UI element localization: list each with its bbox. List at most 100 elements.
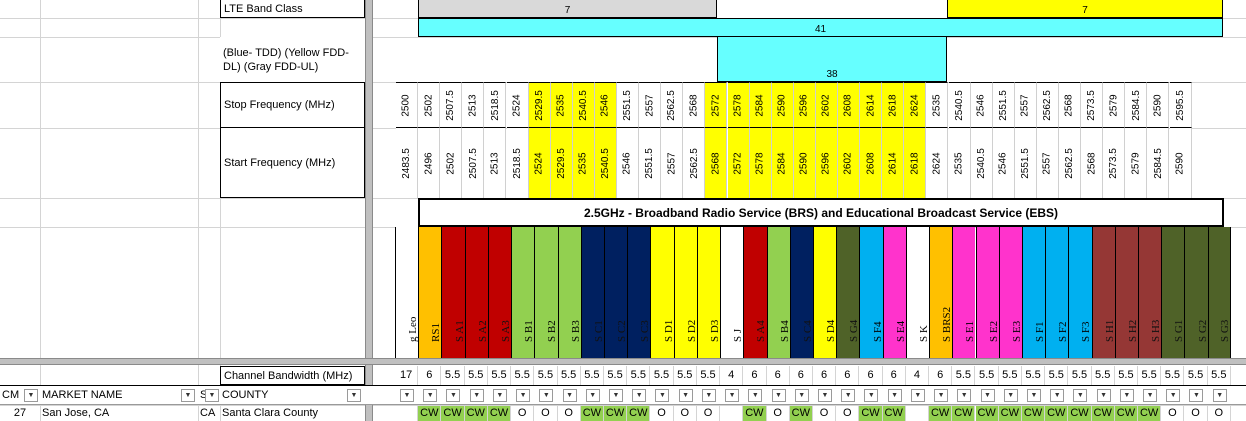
filter-dropdown[interactable]: ▼ (469, 389, 484, 402)
row-value-cell[interactable] (720, 406, 744, 421)
row-value-cell[interactable]: CW (1068, 406, 1092, 421)
row-value-cell[interactable]: O (696, 406, 721, 421)
row-value-cell[interactable]: CW (1138, 406, 1162, 421)
row-value-cell[interactable]: CW (627, 406, 651, 421)
row-value-cell[interactable]: CW (743, 406, 767, 421)
row-value-cell[interactable]: CW (859, 406, 883, 421)
filter-dropdown[interactable]: ▼ (864, 389, 879, 402)
row-value-cell[interactable]: CW (487, 406, 512, 421)
filter-dropdown[interactable]: ▼ (1143, 389, 1158, 402)
row-value-cell[interactable]: CW (441, 406, 465, 421)
filter-dropdown[interactable]: ▼ (1050, 389, 1065, 402)
filter-dropdown[interactable]: ▼ (1189, 389, 1204, 402)
filter-dropdown[interactable]: ▼ (678, 389, 693, 402)
filter-dropdown[interactable]: ▼ (1003, 389, 1018, 402)
vertical-split-bar[interactable] (365, 0, 373, 421)
bandwidth-cell: 5.5 (1208, 366, 1231, 385)
start-frequency-value: 2496 (423, 151, 435, 175)
filter-dropdown[interactable]: ▼ (608, 389, 623, 402)
row-value-cell[interactable]: CW (1021, 406, 1046, 421)
row-county[interactable]: Santa Clara County (220, 406, 365, 421)
stop-frequency-cell: 2502 (418, 82, 441, 128)
filter-dropdown[interactable]: ▼ (492, 389, 507, 402)
row-value-cell[interactable]: CW (998, 406, 1022, 421)
row-value-cell[interactable]: CW (418, 406, 442, 421)
filter-dropdown[interactable]: ▼ (1166, 389, 1181, 402)
bandwidth-cell: 5.5 (674, 366, 697, 385)
row-value-cell[interactable]: O (836, 406, 860, 421)
filter-dropdown[interactable]: ▼ (585, 389, 600, 402)
filter-dropdown[interactable]: ▼ (701, 389, 716, 402)
row-value-cell[interactable]: O (1161, 406, 1185, 421)
filter-dropdown[interactable]: ▼ (632, 389, 647, 402)
row-value-cell[interactable]: CW (1091, 406, 1115, 421)
stop-frequency-value: 2518.5 (489, 89, 501, 121)
filter-dropdown[interactable]: ▼ (539, 389, 554, 402)
filter-dropdown[interactable]: ▼ (400, 389, 414, 402)
filter-dropdown-county[interactable]: ▼ (347, 389, 361, 402)
filter-dropdown[interactable]: ▼ (887, 389, 902, 402)
row-value-cell[interactable]: O (1184, 406, 1208, 421)
filter-dropdown[interactable]: ▼ (841, 389, 856, 402)
filter-dropdown[interactable]: ▼ (910, 389, 925, 402)
filter-dropdown[interactable]: ▼ (771, 389, 786, 402)
row-value-cell[interactable]: CW (789, 406, 813, 421)
row-value-cell[interactable]: O (1207, 406, 1231, 421)
filter-dropdown[interactable]: ▼ (817, 389, 832, 402)
row-value-cell[interactable]: O (650, 406, 674, 421)
filter-dropdown-cm[interactable]: ▼ (24, 389, 38, 402)
filter-dropdown[interactable]: ▼ (1073, 389, 1088, 402)
row-value-cell[interactable]: CW (975, 406, 999, 421)
filter-dropdown[interactable]: ▼ (794, 389, 809, 402)
filter-dropdown[interactable]: ▼ (934, 389, 949, 402)
row-value-cell[interactable]: CW (603, 406, 628, 421)
channel-block: S G1 (1161, 227, 1185, 358)
filter-active-market[interactable]: ▼ (181, 389, 195, 402)
row-value-cell[interactable]: O (766, 406, 790, 421)
channel-block: S B3 (557, 227, 581, 358)
filter-dropdown[interactable]: ▼ (1026, 389, 1041, 402)
stop-frequency-cell: 2624 (904, 82, 927, 128)
row-value-cell[interactable]: O (511, 406, 535, 421)
stop-frequency-value: 2608 (843, 93, 855, 117)
filter-dropdown[interactable]: ▼ (516, 389, 531, 402)
start-frequency-value: 2602 (843, 151, 855, 175)
row-value-cell[interactable] (395, 406, 419, 421)
row-value-cell[interactable]: O (673, 406, 697, 421)
row-value-cell[interactable]: CW (464, 406, 488, 421)
filter-dropdown[interactable]: ▼ (655, 389, 670, 402)
row-value-cell[interactable]: CW (929, 406, 953, 421)
row-value-cell[interactable]: CW (882, 406, 906, 421)
row-cm[interactable]: 27 (0, 406, 40, 421)
bandwidth-cell: 5.5 (511, 366, 535, 385)
row-value-cell[interactable]: CW (1045, 406, 1069, 421)
filter-dropdown[interactable]: ▼ (980, 389, 995, 402)
channel-block: S BRS2 (929, 227, 953, 358)
filter-dropdown[interactable]: ▼ (1096, 389, 1111, 402)
filter-dropdown-state[interactable]: ▼ (205, 389, 219, 402)
filter-dropdown[interactable]: ▼ (562, 389, 577, 402)
channel-block: S B4 (766, 227, 790, 358)
start-frequency-cell: 2557 (1036, 128, 1059, 198)
bandwidth-cell: 5.5 (952, 366, 976, 385)
filter-dropdown[interactable]: ▼ (725, 389, 740, 402)
filter-dropdown[interactable]: ▼ (1119, 389, 1134, 402)
row-state[interactable]: CA (198, 406, 220, 421)
channel-block: S E1 (952, 227, 976, 358)
filter-dropdown[interactable]: ▼ (957, 389, 972, 402)
bandwidth-cell: 5.5 (1092, 366, 1115, 385)
filter-dropdown[interactable]: ▼ (446, 389, 461, 402)
row-value-cell[interactable]: CW (580, 406, 604, 421)
row-value-cell[interactable]: CW (1114, 406, 1139, 421)
row-value-cell[interactable]: O (557, 406, 581, 421)
row-value-cell[interactable]: O (534, 406, 558, 421)
start-frequency-cell: 2584.5 (1147, 128, 1170, 198)
filter-dropdown[interactable]: ▼ (423, 389, 438, 402)
filter-dropdown[interactable]: ▼ (1212, 389, 1227, 402)
filter-dropdown[interactable]: ▼ (748, 389, 763, 402)
row-value-cell[interactable] (905, 406, 930, 421)
row-value-cell[interactable]: O (812, 406, 837, 421)
row-value-cell[interactable]: CW (952, 406, 976, 421)
row-market-name[interactable]: San Jose, CA (40, 406, 198, 421)
horizontal-split-bar[interactable] (0, 358, 1246, 365)
